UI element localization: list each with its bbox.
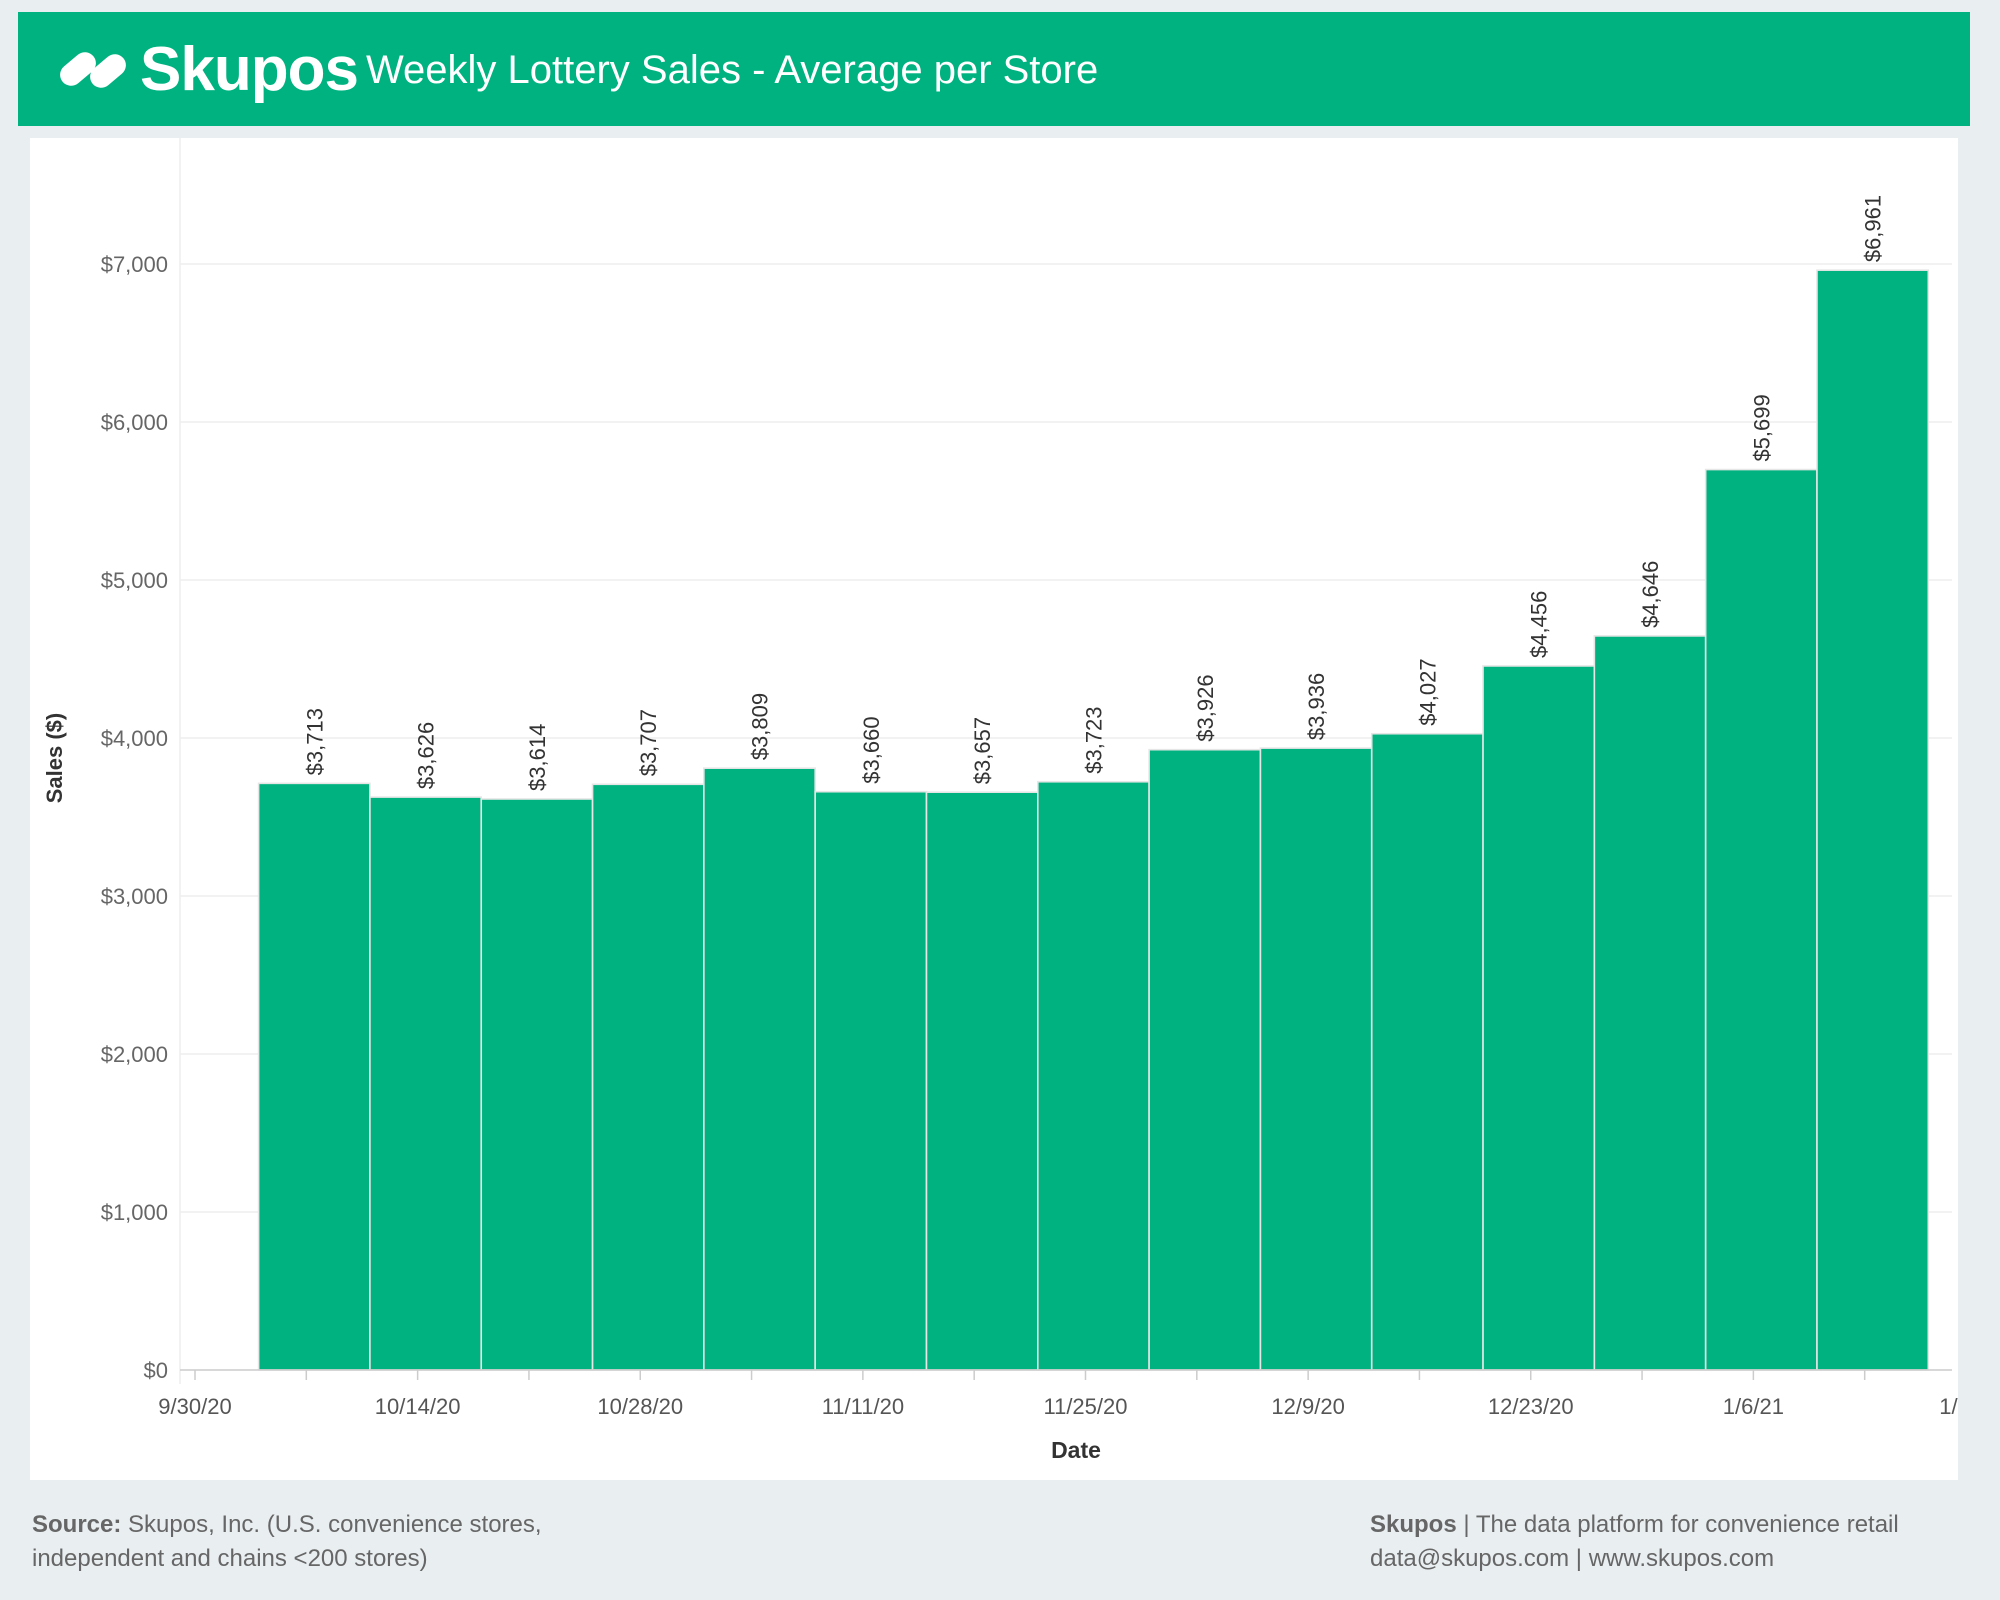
bar <box>814 790 928 1371</box>
y-tick-label: $6,000 <box>101 410 168 435</box>
y-tick-label: $3,000 <box>101 884 168 909</box>
brand-name: Skupos <box>140 35 359 104</box>
bar-value-label: $3,936 <box>1304 673 1329 740</box>
bar <box>257 782 371 1371</box>
y-axis-label: Sales ($) <box>42 713 67 804</box>
y-tick-label: $1,000 <box>101 1200 168 1225</box>
source-label: Source: <box>32 1511 122 1538</box>
page-title: Weekly Lottery Sales - Average per Store <box>366 48 1099 92</box>
bar <box>1593 635 1707 1371</box>
footer-source: Source: Skupos, Inc. (U.S. convenience s… <box>32 1508 542 1576</box>
bar <box>1259 747 1373 1371</box>
y-tick-label: $5,000 <box>101 568 168 593</box>
bar-chart: $0 $1,000 $2,000 $3,000 $4,000 $5,000 $6,000 $7… <box>42 138 1958 1463</box>
bar-value-label: $4,646 <box>1638 561 1663 628</box>
bar <box>591 783 705 1371</box>
bar <box>1816 269 1930 1371</box>
header-bar: Skupos Weekly Lottery Sales - Average pe… <box>18 12 1970 126</box>
x-tick-label: 11/11/20 <box>822 1394 904 1419</box>
bar-value-label: $6,961 <box>1861 195 1886 262</box>
bar-value-label: $3,660 <box>859 716 884 783</box>
bar <box>1036 780 1150 1371</box>
x-axis: 9/30/20 10/14/20 10/28/20 11/11/20 11/25/20 1… <box>158 1369 1958 1419</box>
skupos-logo-icon <box>60 52 126 88</box>
x-tick-label: 12/23/20 <box>1488 1394 1574 1419</box>
bar-value-label: $3,926 <box>1193 674 1218 741</box>
bar-value-label: $4,027 <box>1415 658 1440 725</box>
bar-value-label: $3,809 <box>748 693 773 760</box>
x-tick-label: 10/28/20 <box>597 1394 683 1419</box>
source-text-line2: independent and chains <200 stores) <box>32 1545 428 1572</box>
x-tick-label: 11/25/20 <box>1043 1394 1127 1419</box>
skupos-logo: Skupos <box>54 34 359 106</box>
bar-value-label: $3,657 <box>970 717 995 784</box>
x-tick-label: 1/20/21 <box>1939 1394 1958 1419</box>
source-text: Skupos, Inc. (U.S. convenience stores, <box>121 1511 542 1538</box>
bar <box>1482 665 1596 1371</box>
y-tick-label: $2,000 <box>101 1042 168 1067</box>
bars: $3,713 $3,626 $3,614 $3,707 $3,809 $3,660 $3,6… <box>257 195 1930 1371</box>
x-axis-label: Date <box>1051 1437 1101 1463</box>
x-tick-label: 1/6/21 <box>1723 1394 1784 1419</box>
bar <box>480 798 594 1371</box>
y-tick-label: $4,000 <box>101 726 168 751</box>
bar <box>1370 732 1484 1371</box>
footer-brand: Skupos | The data platform for convenien… <box>1370 1508 1899 1576</box>
chart-panel: $0 $1,000 $2,000 $3,000 $4,000 $5,000 $6,000 $7… <box>30 138 1958 1480</box>
bar-value-label: $4,456 <box>1527 591 1552 658</box>
y-tick-label: $7,000 <box>101 252 168 277</box>
bar <box>369 796 483 1371</box>
bar-value-label: $3,707 <box>636 709 661 776</box>
footer-brand-name: Skupos <box>1370 1511 1457 1538</box>
bar-value-label: $3,614 <box>525 724 550 791</box>
bar <box>1148 748 1262 1371</box>
footer-contact: data@skupos.com | www.skupos.com <box>1370 1545 1775 1572</box>
bar <box>1704 468 1818 1371</box>
y-axis-ticks: $0 $1,000 $2,000 $3,000 $4,000 $5,000 $6,000 $7… <box>101 252 168 1383</box>
x-tick-label: 12/9/20 <box>1271 1394 1344 1419</box>
bar-value-label: $5,699 <box>1749 394 1774 461</box>
x-tick-label: 9/30/20 <box>158 1394 231 1419</box>
bar-value-label: $3,723 <box>1081 706 1106 773</box>
x-tick-label: 10/14/20 <box>375 1394 461 1419</box>
y-tick-label: $0 <box>144 1358 168 1383</box>
bar-value-label: $3,713 <box>302 708 327 775</box>
footer-tagline: | The data platform for convenience reta… <box>1456 1511 1899 1538</box>
bar <box>925 791 1039 1371</box>
bar <box>703 767 816 1371</box>
bar-value-label: $3,626 <box>414 722 439 789</box>
